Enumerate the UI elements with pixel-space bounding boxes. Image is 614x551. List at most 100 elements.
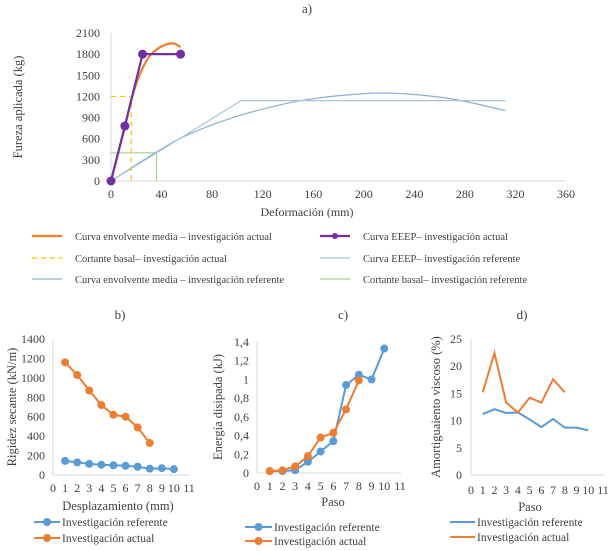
x-tick-label: 8 [356, 479, 362, 493]
x-tick-label: 80 [206, 187, 218, 201]
x-tick-label: 320 [506, 187, 524, 201]
y-tick-label: 900 [82, 111, 100, 125]
y-tick-label: 1,4 [234, 335, 249, 349]
x-tick-label: 1 [62, 481, 68, 495]
legend-label: Investigación actual [477, 532, 569, 544]
x-tick-label: 280 [456, 187, 474, 201]
legend-label: Cortante basal– investigación referente [363, 275, 527, 286]
series-line [109, 53, 181, 182]
data-point [291, 462, 300, 471]
x-tick-label: 1 [267, 479, 273, 493]
x-axis-label: Deformación (mm) [261, 205, 354, 219]
y-tick-label: 0,2 [234, 447, 249, 461]
y-axis-label: Energía disipada (kJ) [211, 354, 225, 460]
y-tick-label: 1200 [76, 89, 100, 103]
x-tick-label: 8 [147, 481, 153, 495]
legend-label: Curva EEEP– investigación actual [363, 232, 508, 243]
x-tick-label: 7 [550, 483, 556, 497]
legend: Investigación referente Investigación act… [34, 517, 168, 545]
x-tick-label: 6 [538, 483, 544, 497]
x-tick-label: 0 [108, 187, 114, 201]
y-tick-label: 200 [27, 449, 45, 463]
y-tick-label: 0,6 [234, 410, 249, 424]
x-tick-label: 5 [110, 481, 116, 495]
legend-item: Investigación referente [450, 517, 583, 529]
x-tick-label: 5 [318, 479, 324, 493]
data-point [329, 437, 338, 446]
x-tick-label: 7 [135, 481, 141, 495]
data-point [354, 370, 363, 379]
legend-item: Curva EEEP– investigación referente [320, 254, 520, 265]
x-axis-label: Desplazamiento (mm) [62, 499, 173, 513]
legend-item: Investigación actual [245, 536, 366, 548]
data-point [176, 49, 186, 59]
series-line [482, 408, 589, 432]
y-axis-label: Amortiguaiento viscoso (%) [429, 336, 443, 478]
x-tick-label: 0 [50, 481, 56, 495]
y-axis-label: Rigidez secante (kN/m) [5, 348, 19, 467]
legend-label: Curva envolvente media – investigación r… [75, 275, 284, 286]
y-tick-label: 1000 [21, 371, 45, 385]
y-tick-label: 20 [450, 359, 462, 373]
x-tick-label: 10 [582, 483, 594, 497]
data-point [73, 458, 82, 467]
data-point [133, 423, 142, 432]
y-tick-label: 1,2 [234, 354, 249, 368]
y-tick-label: 1200 [21, 351, 45, 365]
data-point [316, 433, 325, 442]
x-tick-label: 9 [369, 479, 375, 493]
y-axis-label: Fureza aplicada (kg) [11, 56, 25, 159]
legend-label: Investigación actual [274, 536, 366, 548]
legend-label: Investigación referente [274, 522, 380, 534]
y-tick-label: 10 [450, 414, 462, 428]
data-point [316, 447, 325, 456]
data-point [121, 461, 130, 470]
data-point [120, 121, 130, 131]
x-tick-label: 360 [557, 187, 575, 201]
legend: Curva envolvente media – investigación a… [32, 232, 527, 286]
data-point [303, 452, 312, 461]
data-point [138, 49, 148, 59]
data-point [265, 467, 274, 476]
data-point [342, 381, 351, 390]
data-point [85, 459, 94, 468]
data-point [278, 466, 287, 475]
legend-item: Curva envolvente media – investigación a… [32, 232, 272, 243]
legend-marker [254, 537, 263, 545]
chart-b: b) Desplazamiento (mm) Rigidez secante (kN… [5, 307, 195, 545]
data-point [109, 461, 118, 470]
chart-title: c) [338, 307, 348, 322]
y-tick-label: 0 [94, 174, 100, 188]
y-tick-label: 0 [456, 468, 462, 482]
y-tick-label: 15 [450, 386, 462, 400]
data-point [61, 358, 70, 367]
series-line [109, 42, 182, 182]
series-line [269, 348, 386, 473]
x-tick-label: 40 [156, 187, 168, 201]
y-tick-label: 0,4 [234, 429, 249, 443]
x-tick-label: 1 [480, 483, 486, 497]
legend: Investigación referente Investigación act… [450, 517, 583, 544]
legend-item: Investigación actual [450, 532, 569, 544]
x-tick-label: 11 [394, 479, 406, 493]
x-tick-label: 120 [254, 187, 272, 201]
data-point [133, 462, 142, 471]
x-axis-label: Paso [321, 495, 345, 509]
y-tick-label: 1500 [76, 68, 100, 82]
legend-item: Investigación referente [245, 522, 380, 534]
data-point [145, 464, 154, 473]
x-tick-label: 6 [330, 479, 336, 493]
y-tick-label: 400 [27, 429, 45, 443]
legend-item: Investigación actual [34, 533, 154, 545]
data-point [342, 405, 351, 414]
x-tick-label: 240 [405, 187, 423, 201]
data-point [157, 464, 166, 473]
x-axis-label: Paso [518, 500, 542, 514]
y-tick-label: 5 [456, 441, 462, 455]
data-point [109, 410, 118, 419]
x-tick-label: 200 [355, 187, 373, 201]
data-point [85, 386, 94, 395]
